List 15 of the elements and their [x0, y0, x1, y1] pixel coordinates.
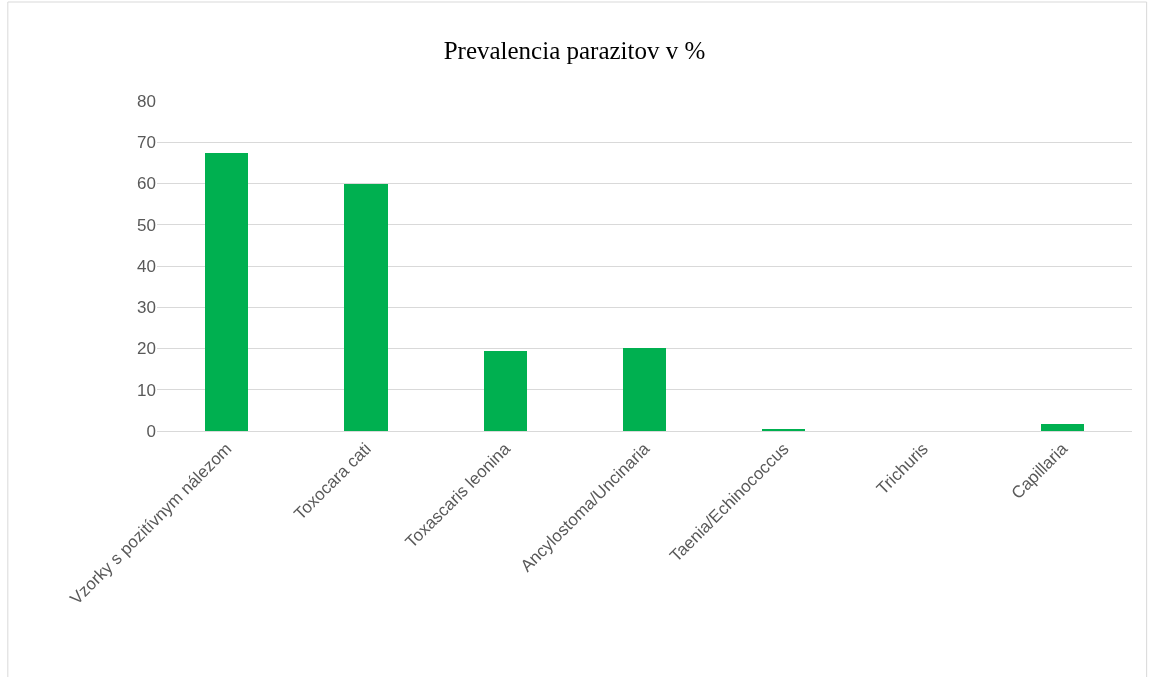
- bar: [205, 153, 248, 431]
- y-tick-label: 20: [137, 339, 156, 359]
- y-tick-label: 10: [137, 380, 156, 400]
- y-tick-label: 0: [146, 421, 156, 441]
- bar: [1041, 424, 1084, 431]
- bar: [623, 348, 666, 431]
- bar: [484, 351, 527, 431]
- y-tick-label: 60: [137, 174, 156, 194]
- chart-title: Prevalencia parazitov v %: [443, 36, 706, 64]
- y-tick-label: 30: [137, 298, 156, 318]
- y-tick-label: 50: [137, 215, 156, 235]
- y-tick-label: 40: [137, 256, 156, 276]
- y-tick-label: 70: [137, 133, 156, 153]
- y-tick-label: 80: [137, 91, 156, 111]
- bar: [344, 184, 388, 431]
